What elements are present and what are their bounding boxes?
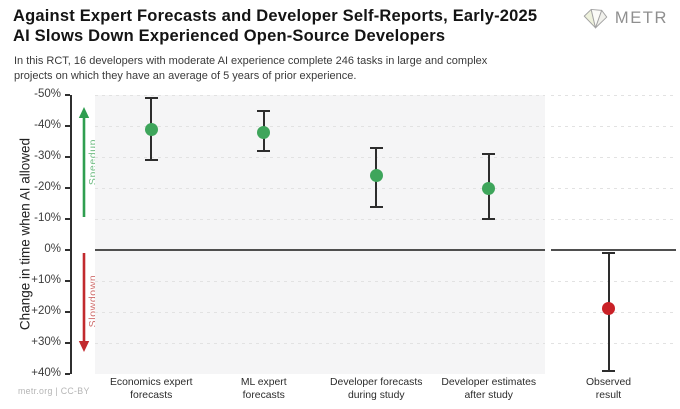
error-bar-cap-top xyxy=(482,152,496,155)
gridline xyxy=(95,95,545,96)
error-bar-cap-bottom xyxy=(482,218,496,220)
gridline xyxy=(95,187,545,189)
category-label-line: forecasts xyxy=(242,390,285,402)
y-tick-label: +30% xyxy=(31,336,61,348)
zero-line xyxy=(95,249,545,251)
error-bar-cap-top xyxy=(369,146,383,149)
gridline xyxy=(551,187,676,189)
title-line-2: AI Slows Down Experienced Open-Source De… xyxy=(13,27,446,46)
gridline xyxy=(551,280,676,282)
gridline xyxy=(551,342,676,344)
y-tick-mark xyxy=(65,125,70,127)
page-title: Against Expert Forecasts and Developer S… xyxy=(13,6,537,47)
y-tick-label: -20% xyxy=(34,181,61,193)
category-label-line: ML expert xyxy=(240,376,287,388)
y-tick-mark xyxy=(65,94,70,96)
gridline xyxy=(95,280,545,282)
subtitle-line-1: In this RCT, 16 developers with moderate… xyxy=(14,55,488,67)
metr-logo-text: METR xyxy=(614,9,668,27)
y-tick-mark xyxy=(65,342,70,344)
y-tick-mark xyxy=(65,280,70,282)
gridline xyxy=(95,311,545,313)
category-label: Developer forecasts during study xyxy=(301,376,451,403)
y-tick-mark xyxy=(65,249,70,251)
category-label-line: Developer forecasts xyxy=(330,376,423,388)
category-label-line: after study xyxy=(464,390,513,402)
category-label-line: result xyxy=(595,390,622,402)
y-tick-label: +20% xyxy=(31,305,61,317)
speedup-arrow-icon xyxy=(78,107,90,217)
category-label-line: during study xyxy=(347,390,405,402)
subtitle-line-2: projects on which they have an average o… xyxy=(14,70,357,83)
gridline xyxy=(551,373,676,374)
gridline xyxy=(95,125,545,127)
gridline xyxy=(95,156,545,158)
y-tick-label: -40% xyxy=(34,119,61,131)
category-label-line: Developer estimates xyxy=(441,376,537,388)
y-tick-mark xyxy=(65,373,70,375)
y-tick-label: +40% xyxy=(31,367,61,379)
y-tick-mark xyxy=(65,218,70,220)
y-tick-label: -30% xyxy=(34,150,61,162)
category-label: Economics expert forecasts xyxy=(76,376,226,403)
gridline xyxy=(95,342,545,344)
gridline xyxy=(95,218,545,220)
y-tick-mark xyxy=(65,311,70,313)
y-tick-label: -10% xyxy=(34,212,61,224)
error-bar-cap-bottom xyxy=(144,159,158,162)
error-bar-cap-bottom xyxy=(602,369,615,372)
metr-logo: METR xyxy=(583,8,668,29)
category-label: Observed result xyxy=(534,376,680,403)
error-bar-cap-top xyxy=(144,97,158,100)
data-point xyxy=(482,181,496,195)
zero-line xyxy=(551,249,676,251)
y-tick-label: 0% xyxy=(44,243,61,255)
metr-gem-icon xyxy=(583,8,608,29)
data-point xyxy=(369,169,383,183)
data-point xyxy=(257,125,271,139)
category-label: ML expert forecasts xyxy=(189,376,339,403)
gridline xyxy=(551,218,676,220)
y-tick-mark xyxy=(65,187,70,189)
title-line-1: Against Expert Forecasts and Developer S… xyxy=(13,7,538,25)
plot-panel-forecasts xyxy=(95,95,545,374)
error-bar-cap-top xyxy=(257,109,271,112)
data-point xyxy=(602,302,615,316)
plot-panel-observed xyxy=(551,95,676,374)
chart-subtitle: In this RCT, 16 developers with moderate… xyxy=(14,54,487,84)
gridline xyxy=(551,95,676,96)
slowdown-arrow-icon xyxy=(78,253,90,352)
y-axis-title: Change in time when AI allowed xyxy=(17,137,33,331)
error-bar-cap-top xyxy=(602,252,615,255)
gridline xyxy=(95,373,545,374)
error-bar-cap-bottom xyxy=(257,149,271,152)
category-label-line: Observed xyxy=(585,376,632,388)
data-point xyxy=(144,122,158,136)
y-axis-line xyxy=(70,95,72,374)
gridline xyxy=(551,125,676,127)
error-bar-cap-bottom xyxy=(369,205,383,208)
attribution: metr.org | CC-BY xyxy=(18,386,90,396)
y-tick-mark xyxy=(65,156,70,158)
y-tick-label: +10% xyxy=(31,274,61,286)
category-label: Developer estimates after study xyxy=(414,376,564,403)
y-tick-label: -50% xyxy=(34,88,61,100)
category-label-line: forecasts xyxy=(130,390,173,402)
category-label-line: Economics expert xyxy=(109,376,193,388)
gridline xyxy=(551,156,676,158)
